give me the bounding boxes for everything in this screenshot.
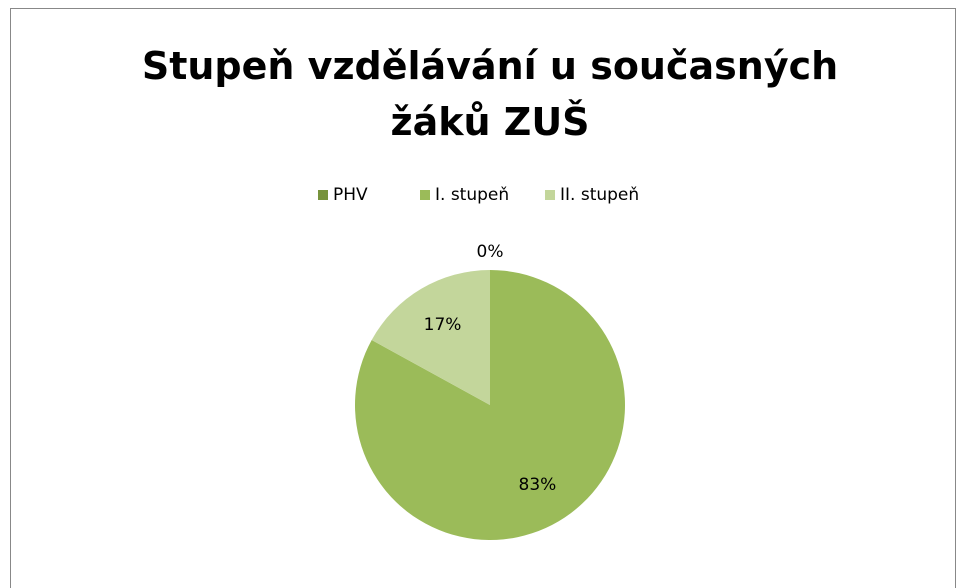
data-label: 0% — [477, 242, 504, 262]
legend-label: I. stupeň — [435, 185, 509, 205]
legend-label: II. stupeň — [560, 185, 639, 205]
chart-frame — [10, 8, 956, 588]
legend-label: PHV — [333, 185, 368, 205]
data-label: 83% — [519, 475, 557, 495]
data-label: 17% — [424, 315, 462, 335]
chart-title: Stupeň vzdělávání u současných žáků ZUŠ — [141, 44, 839, 144]
pie-slice — [371, 270, 490, 405]
legend-swatch — [545, 190, 555, 200]
pie-slice — [355, 270, 625, 541]
legend-swatch — [318, 190, 328, 200]
legend-swatch — [420, 190, 430, 200]
